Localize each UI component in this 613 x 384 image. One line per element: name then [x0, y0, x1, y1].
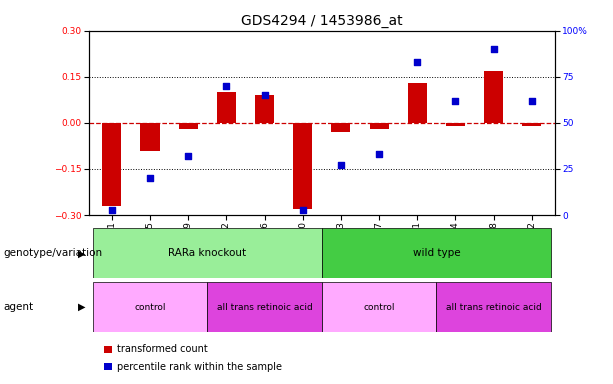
Bar	[408, 83, 427, 123]
Text: all trans retinoic acid: all trans retinoic acid	[446, 303, 541, 312]
Bar	[446, 123, 465, 126]
Bar	[322, 282, 436, 332]
Bar	[207, 282, 322, 332]
Bar	[522, 123, 541, 126]
Text: ▶: ▶	[78, 248, 86, 258]
Point	[336, 162, 346, 168]
Text: ▶: ▶	[78, 302, 86, 312]
Bar	[93, 228, 322, 278]
Title: GDS4294 / 1453986_at: GDS4294 / 1453986_at	[241, 14, 403, 28]
Point	[489, 46, 498, 52]
Bar	[93, 282, 207, 332]
Point	[221, 83, 231, 89]
Bar	[255, 95, 274, 123]
Bar	[436, 282, 551, 332]
Text: agent: agent	[3, 302, 33, 312]
Bar	[178, 123, 198, 129]
Point	[145, 175, 155, 181]
Text: percentile rank within the sample: percentile rank within the sample	[117, 362, 282, 372]
Text: RARa knockout: RARa knockout	[168, 248, 246, 258]
Text: genotype/variation: genotype/variation	[3, 248, 102, 258]
Bar	[322, 228, 551, 278]
Text: control: control	[134, 303, 166, 312]
Bar	[102, 123, 121, 206]
Text: wild type: wild type	[413, 248, 460, 258]
Bar	[332, 123, 351, 132]
Point	[374, 151, 384, 157]
Text: control: control	[364, 303, 395, 312]
Bar	[484, 71, 503, 123]
Bar	[370, 123, 389, 129]
Point	[183, 153, 193, 159]
Text: all trans retinoic acid: all trans retinoic acid	[216, 303, 313, 312]
Point	[107, 207, 116, 213]
Point	[260, 92, 270, 98]
Point	[413, 59, 422, 65]
Point	[527, 98, 537, 104]
Bar	[140, 123, 159, 151]
Point	[451, 98, 460, 104]
Bar	[217, 92, 236, 123]
Bar	[293, 123, 312, 209]
Text: transformed count: transformed count	[117, 344, 208, 354]
Point	[298, 207, 308, 213]
